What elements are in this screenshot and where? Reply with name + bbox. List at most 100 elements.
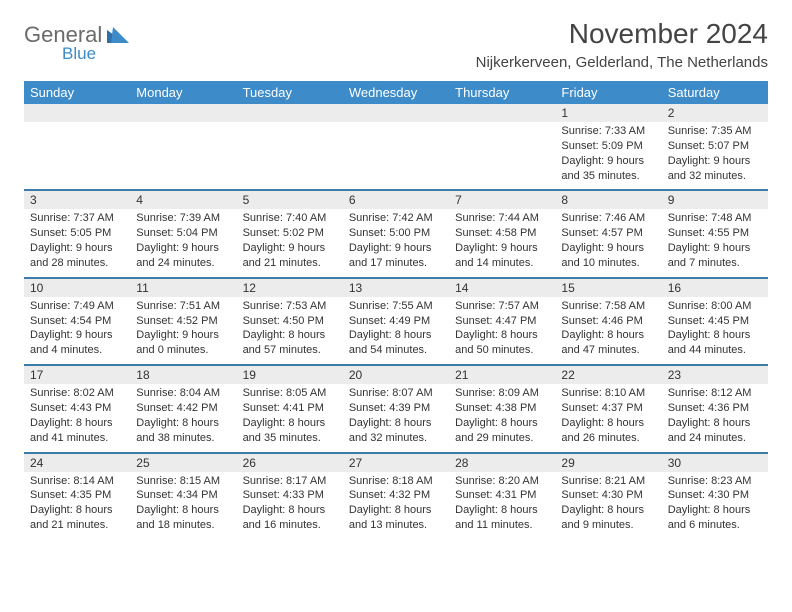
- day-detail-cell: Sunrise: 7:40 AMSunset: 5:02 PMDaylight:…: [237, 209, 343, 277]
- sunset-text: Sunset: 4:32 PM: [349, 488, 443, 503]
- calendar-page: General Blue November 2024 Nijkerkerveen…: [0, 0, 792, 549]
- day-number-cell: 28: [449, 453, 555, 472]
- day-detail-cell: Sunrise: 8:04 AMSunset: 4:42 PMDaylight:…: [130, 384, 236, 452]
- sunrise-text: Sunrise: 7:44 AM: [455, 211, 549, 226]
- day-detail-cell: [449, 122, 555, 190]
- day-number-row: 3456789: [24, 190, 768, 209]
- day-detail-cell: Sunrise: 8:02 AMSunset: 4:43 PMDaylight:…: [24, 384, 130, 452]
- day-detail-cell: Sunrise: 8:14 AMSunset: 4:35 PMDaylight:…: [24, 472, 130, 539]
- sunset-text: Sunset: 4:31 PM: [455, 488, 549, 503]
- weekday-header: Monday: [130, 81, 236, 104]
- day-detail-cell: Sunrise: 7:35 AMSunset: 5:07 PMDaylight:…: [662, 122, 768, 190]
- day-number-cell: 17: [24, 365, 130, 384]
- day-detail-cell: Sunrise: 7:44 AMSunset: 4:58 PMDaylight:…: [449, 209, 555, 277]
- day-number-cell: 26: [237, 453, 343, 472]
- weekday-header: Friday: [555, 81, 661, 104]
- sunrise-text: Sunrise: 7:40 AM: [243, 211, 337, 226]
- day-number-cell: [449, 104, 555, 122]
- daylight-text: Daylight: 8 hours and 6 minutes.: [668, 503, 762, 533]
- day-number-row: 24252627282930: [24, 453, 768, 472]
- sunset-text: Sunset: 5:00 PM: [349, 226, 443, 241]
- day-number-row: 12: [24, 104, 768, 122]
- day-number-cell: 30: [662, 453, 768, 472]
- sunrise-text: Sunrise: 7:51 AM: [136, 299, 230, 314]
- sunset-text: Sunset: 4:33 PM: [243, 488, 337, 503]
- header-row: General Blue November 2024 Nijkerkerveen…: [24, 18, 768, 71]
- sunset-text: Sunset: 4:47 PM: [455, 314, 549, 329]
- sunset-text: Sunset: 4:57 PM: [561, 226, 655, 241]
- daylight-text: Daylight: 8 hours and 16 minutes.: [243, 503, 337, 533]
- sunrise-text: Sunrise: 8:02 AM: [30, 386, 124, 401]
- day-number-cell: 6: [343, 190, 449, 209]
- day-number-cell: 21: [449, 365, 555, 384]
- sunset-text: Sunset: 4:39 PM: [349, 401, 443, 416]
- sunrise-text: Sunrise: 8:15 AM: [136, 474, 230, 489]
- day-detail-row: Sunrise: 7:37 AMSunset: 5:05 PM Daylight:…: [24, 209, 768, 277]
- day-number-cell: 11: [130, 278, 236, 297]
- day-detail-cell: Sunrise: 7:42 AMSunset: 5:00 PMDaylight:…: [343, 209, 449, 277]
- daylight-text: Daylight: 9 hours and 0 minutes.: [136, 328, 230, 358]
- weekday-header: Thursday: [449, 81, 555, 104]
- sunrise-text: Sunrise: 7:55 AM: [349, 299, 443, 314]
- sunset-text: Sunset: 4:30 PM: [561, 488, 655, 503]
- day-number-cell: 19: [237, 365, 343, 384]
- sunset-text: Sunset: 4:46 PM: [561, 314, 655, 329]
- sunset-text: Sunset: 4:54 PM: [30, 314, 124, 329]
- sunset-text: Sunset: 4:36 PM: [668, 401, 762, 416]
- day-number-cell: 14: [449, 278, 555, 297]
- day-detail-cell: Sunrise: 7:33 AMSunset: 5:09 PMDaylight:…: [555, 122, 661, 190]
- daylight-text: Daylight: 8 hours and 35 minutes.: [243, 416, 337, 446]
- day-number-cell: 7: [449, 190, 555, 209]
- sunrise-text: Sunrise: 7:58 AM: [561, 299, 655, 314]
- day-number-cell: 20: [343, 365, 449, 384]
- day-detail-cell: Sunrise: 8:17 AMSunset: 4:33 PMDaylight:…: [237, 472, 343, 539]
- day-number-cell: 15: [555, 278, 661, 297]
- daylight-text: Daylight: 9 hours and 21 minutes.: [243, 241, 337, 271]
- day-detail-cell: Sunrise: 8:12 AMSunset: 4:36 PMDaylight:…: [662, 384, 768, 452]
- daylight-text: Daylight: 8 hours and 9 minutes.: [561, 503, 655, 533]
- sunset-text: Sunset: 5:04 PM: [136, 226, 230, 241]
- location-text: Nijkerkerveen, Gelderland, The Netherlan…: [476, 54, 768, 71]
- sunset-text: Sunset: 5:05 PM: [30, 226, 124, 241]
- sunrise-text: Sunrise: 7:37 AM: [30, 211, 124, 226]
- day-number-cell: [237, 104, 343, 122]
- day-detail-cell: Sunrise: 7:39 AMSunset: 5:04 PMDaylight:…: [130, 209, 236, 277]
- daylight-text: Daylight: 8 hours and 32 minutes.: [349, 416, 443, 446]
- day-detail-cell: Sunrise: 8:05 AMSunset: 4:41 PMDaylight:…: [237, 384, 343, 452]
- day-number-cell: 24: [24, 453, 130, 472]
- sunset-text: Sunset: 5:07 PM: [668, 139, 762, 154]
- sunrise-text: Sunrise: 7:39 AM: [136, 211, 230, 226]
- day-number-cell: 22: [555, 365, 661, 384]
- sunrise-text: Sunrise: 7:42 AM: [349, 211, 443, 226]
- day-detail-row: Sunrise: 7:49 AMSunset: 4:54 PMDaylight:…: [24, 297, 768, 365]
- sunrise-text: Sunrise: 7:46 AM: [561, 211, 655, 226]
- daylight-text: Daylight: 8 hours and 57 minutes.: [243, 328, 337, 358]
- sunrise-text: Sunrise: 7:53 AM: [243, 299, 337, 314]
- title-block: November 2024 Nijkerkerveen, Gelderland,…: [476, 18, 768, 71]
- daylight-text: Daylight: 8 hours and 47 minutes.: [561, 328, 655, 358]
- weekday-header: Saturday: [662, 81, 768, 104]
- day-detail-cell: Sunrise: 7:51 AMSunset: 4:52 PMDaylight:…: [130, 297, 236, 365]
- weekday-header-row: Sunday Monday Tuesday Wednesday Thursday…: [24, 81, 768, 104]
- day-number-cell: 10: [24, 278, 130, 297]
- sunset-text: Sunset: 4:45 PM: [668, 314, 762, 329]
- day-detail-cell: Sunrise: 8:07 AMSunset: 4:39 PMDaylight:…: [343, 384, 449, 452]
- sunset-text: Sunset: 4:35 PM: [30, 488, 124, 503]
- sunrise-text: Sunrise: 8:20 AM: [455, 474, 549, 489]
- daylight-text: Daylight: 9 hours and 4 minutes.: [30, 328, 124, 358]
- day-number-row: 17181920212223: [24, 365, 768, 384]
- daylight-text: Daylight: 9 hours and 14 minutes.: [455, 241, 549, 271]
- sunset-text: Sunset: 4:58 PM: [455, 226, 549, 241]
- day-detail-cell: [130, 122, 236, 190]
- sunrise-text: Sunrise: 8:04 AM: [136, 386, 230, 401]
- day-number-cell: 1: [555, 104, 661, 122]
- day-detail-cell: Sunrise: 8:15 AMSunset: 4:34 PMDaylight:…: [130, 472, 236, 539]
- day-number-cell: 8: [555, 190, 661, 209]
- daylight-text: Daylight: 8 hours and 24 minutes.: [668, 416, 762, 446]
- day-detail-cell: Sunrise: 7:49 AMSunset: 4:54 PMDaylight:…: [24, 297, 130, 365]
- day-number-cell: 23: [662, 365, 768, 384]
- day-detail-cell: [24, 122, 130, 190]
- day-number-cell: 3: [24, 190, 130, 209]
- daylight-text: Daylight: 8 hours and 38 minutes.: [136, 416, 230, 446]
- day-detail-cell: Sunrise: 8:18 AMSunset: 4:32 PMDaylight:…: [343, 472, 449, 539]
